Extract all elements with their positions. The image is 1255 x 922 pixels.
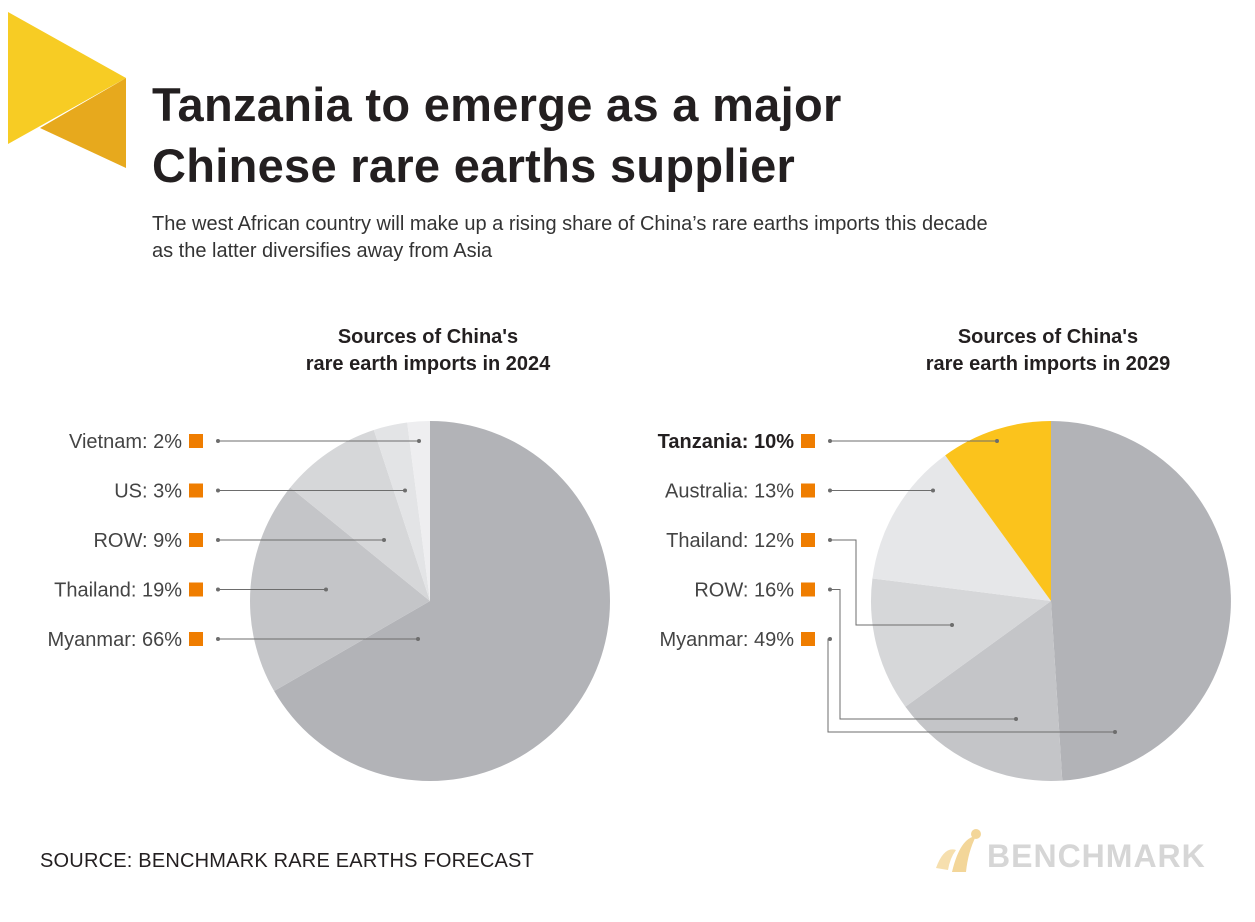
pie-0-leader-end-row: [382, 538, 386, 542]
pie-1-legend-marker-row: [801, 582, 815, 597]
page-title: Tanzania to emerge as a major Chinese ra…: [152, 74, 842, 196]
pie-1-slice-myanmar: [1051, 421, 1231, 781]
pie-1-legend-marker-thailand: [801, 533, 815, 547]
pie-1-leader-end-row: [1014, 717, 1018, 721]
pie-0-leader-end-thailand: [324, 587, 328, 592]
pie-1-leader-end-australia: [931, 488, 935, 493]
pie-0-slice-us: [373, 422, 430, 601]
pie-1-slice-thailand: [871, 578, 1051, 707]
pie-1-label-row: ROW: 16%: [694, 580, 794, 602]
pie-1-label-myanmar: Myanmar: 49%: [660, 629, 795, 651]
pie-0-legend-marker-myanmar: [189, 632, 203, 646]
pie-0-legend-marker-us: [189, 483, 203, 498]
pie-1-leader-line-thailand: [830, 539, 952, 626]
brand-name: BENCHMARK: [987, 838, 1206, 874]
pie-0-legend-marker-vietnam: [189, 434, 203, 448]
pie-0-leader-end-vietnam: [417, 439, 421, 443]
pie-0-label-row: ROW: 9%: [93, 530, 182, 552]
pie-1-leader-end-tanzania: [995, 439, 999, 443]
pie-1-slice-row: [905, 601, 1063, 781]
pie-1-label-thailand: Thailand: 12%: [666, 530, 794, 552]
page-subtitle: The west African country will make up a …: [152, 211, 1212, 265]
subtitle-line-1: The west African country will make up a …: [152, 213, 988, 235]
pie-0-label-thailand: Thailand: 19%: [54, 580, 182, 602]
pie-0-legend-marker-row: [189, 533, 203, 547]
chart-title-2029-line-1: Sources of China's: [957, 326, 1139, 348]
pie-0-label-us: US: 3%: [114, 481, 182, 503]
title-line-2: Chinese rare earths supplier: [152, 139, 796, 192]
pie-0-label-myanmar: Myanmar: 66%: [48, 629, 183, 651]
pie-1-slice-australia: [872, 455, 1051, 601]
pie-1-leader-line-myanmar: [827, 638, 1115, 733]
chart-title-2029: Sources of China's rare earth imports in…: [868, 324, 1228, 378]
pie-0-label-vietnam: Vietnam: 2%: [69, 431, 182, 453]
pie-0-slice-row: [290, 429, 430, 601]
source-note: SOURCE: BENCHMARK RARE EARTHS FORECAST: [40, 850, 534, 872]
pie-1-label-australia: Australia: 13%: [665, 481, 794, 503]
pie-1-legend-marker-tanzania: [801, 434, 815, 448]
subtitle-line-2: as the latter diversifies away from Asia: [152, 240, 493, 262]
pie-0-slice-thailand: [250, 487, 430, 691]
pie-1-legend-marker-australia: [801, 483, 815, 498]
pie-0-slice-vietnam: [407, 421, 430, 601]
pie-1-leader-end-myanmar: [1113, 730, 1117, 734]
pie-0-slice-myanmar: [274, 421, 611, 781]
chart-title-2024: Sources of China's rare earth imports in…: [248, 324, 608, 378]
pie-1-leader-line-row: [830, 589, 1016, 720]
pie-1-slice-tanzania: [945, 421, 1051, 601]
pie-1-label-tanzania: Tanzania: 10%: [658, 431, 795, 453]
title-line-1: Tanzania to emerge as a major: [152, 78, 842, 131]
logo-yellow-triangle: [8, 12, 126, 144]
chart-title-2029-line-2: rare earth imports in 2029: [925, 353, 1171, 375]
benchmark-logo-icon: [936, 829, 981, 872]
pie-0-leader-end-myanmar: [416, 637, 420, 641]
pie-0-leader-end-us: [403, 488, 407, 493]
chart-title-2024-line-2: rare earth imports in 2024: [305, 353, 551, 375]
chart-title-2024-line-1: Sources of China's: [337, 326, 519, 348]
pie-0-legend-marker-thailand: [189, 582, 203, 597]
logo-gold-triangle: [40, 78, 126, 168]
pie-1-legend-marker-myanmar: [801, 632, 815, 646]
pie-1-leader-end-thailand: [950, 623, 954, 627]
corner-logo-mark: [8, 12, 126, 168]
